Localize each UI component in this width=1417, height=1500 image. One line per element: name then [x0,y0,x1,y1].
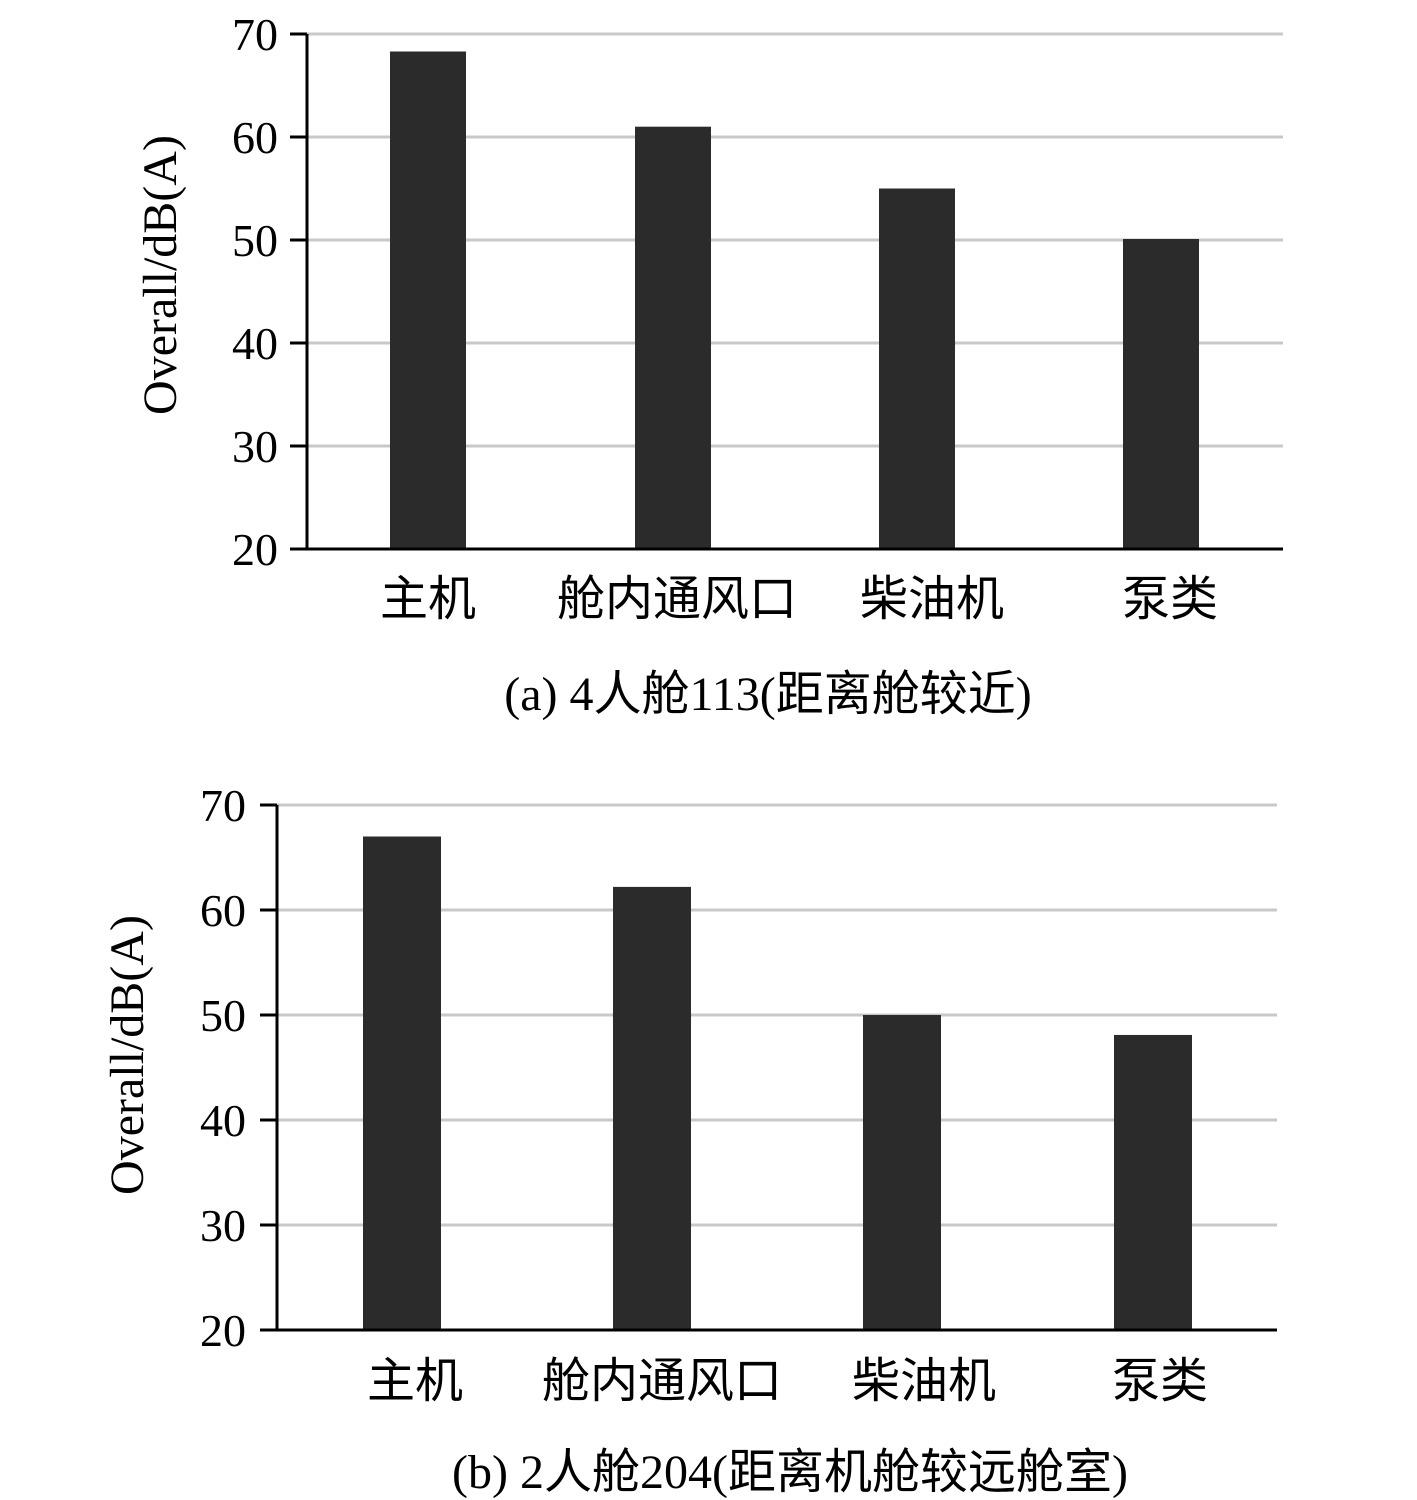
y-tick-label: 40 [200,1095,246,1146]
y-tick-label: 20 [200,1305,246,1356]
chart-caption: (a) 4人舱113(距离舱较近) [504,668,1031,721]
y-axis-title: Overall/dB(A) [134,135,187,415]
y-axis-title: Overall/dB(A) [101,915,154,1195]
y-tick-label: 20 [232,524,278,575]
bar-3 [1123,238,1199,549]
bar-2 [879,188,955,549]
bar-3 [1114,1034,1192,1330]
y-tick-label: 50 [200,990,246,1041]
chart-caption: (b) 2人舱204(距离机舱较远舱室) [452,1446,1128,1499]
x-category-label: 泵类 [1122,571,1218,627]
x-category-label: 主机 [367,1353,463,1409]
x-category-label: 舱内通风口 [557,571,797,627]
x-category-label: 主机 [380,571,476,627]
x-category-label: 柴油机 [852,1353,996,1409]
bar-1 [613,886,691,1330]
y-tick-label: 30 [232,421,278,472]
y-tick-label: 70 [232,9,278,60]
bar-0 [390,51,466,549]
bar-1 [635,126,711,549]
x-category-label: 泵类 [1112,1353,1208,1409]
bar-2 [863,1015,941,1330]
y-tick-label: 70 [200,780,246,831]
x-category-label: 柴油机 [860,571,1004,627]
bar-0 [363,836,441,1330]
chart-b: 20 30 40 50 60 70 主机 舱内通风口 柴油机 泵类 Overall/dB(A) (b)… [101,780,1277,1499]
x-category-label: 舱内通风口 [542,1353,782,1409]
chart-a: 20 30 40 50 60 70 主机 舱内通风口 柴油机 泵类 Overall/dB(A) (a)… [134,9,1283,721]
y-tick-label: 60 [232,112,278,163]
y-tick-label: 40 [232,318,278,369]
y-tick-label: 30 [200,1200,246,1251]
y-tick-label: 60 [200,885,246,936]
y-tick-label: 50 [232,215,278,266]
